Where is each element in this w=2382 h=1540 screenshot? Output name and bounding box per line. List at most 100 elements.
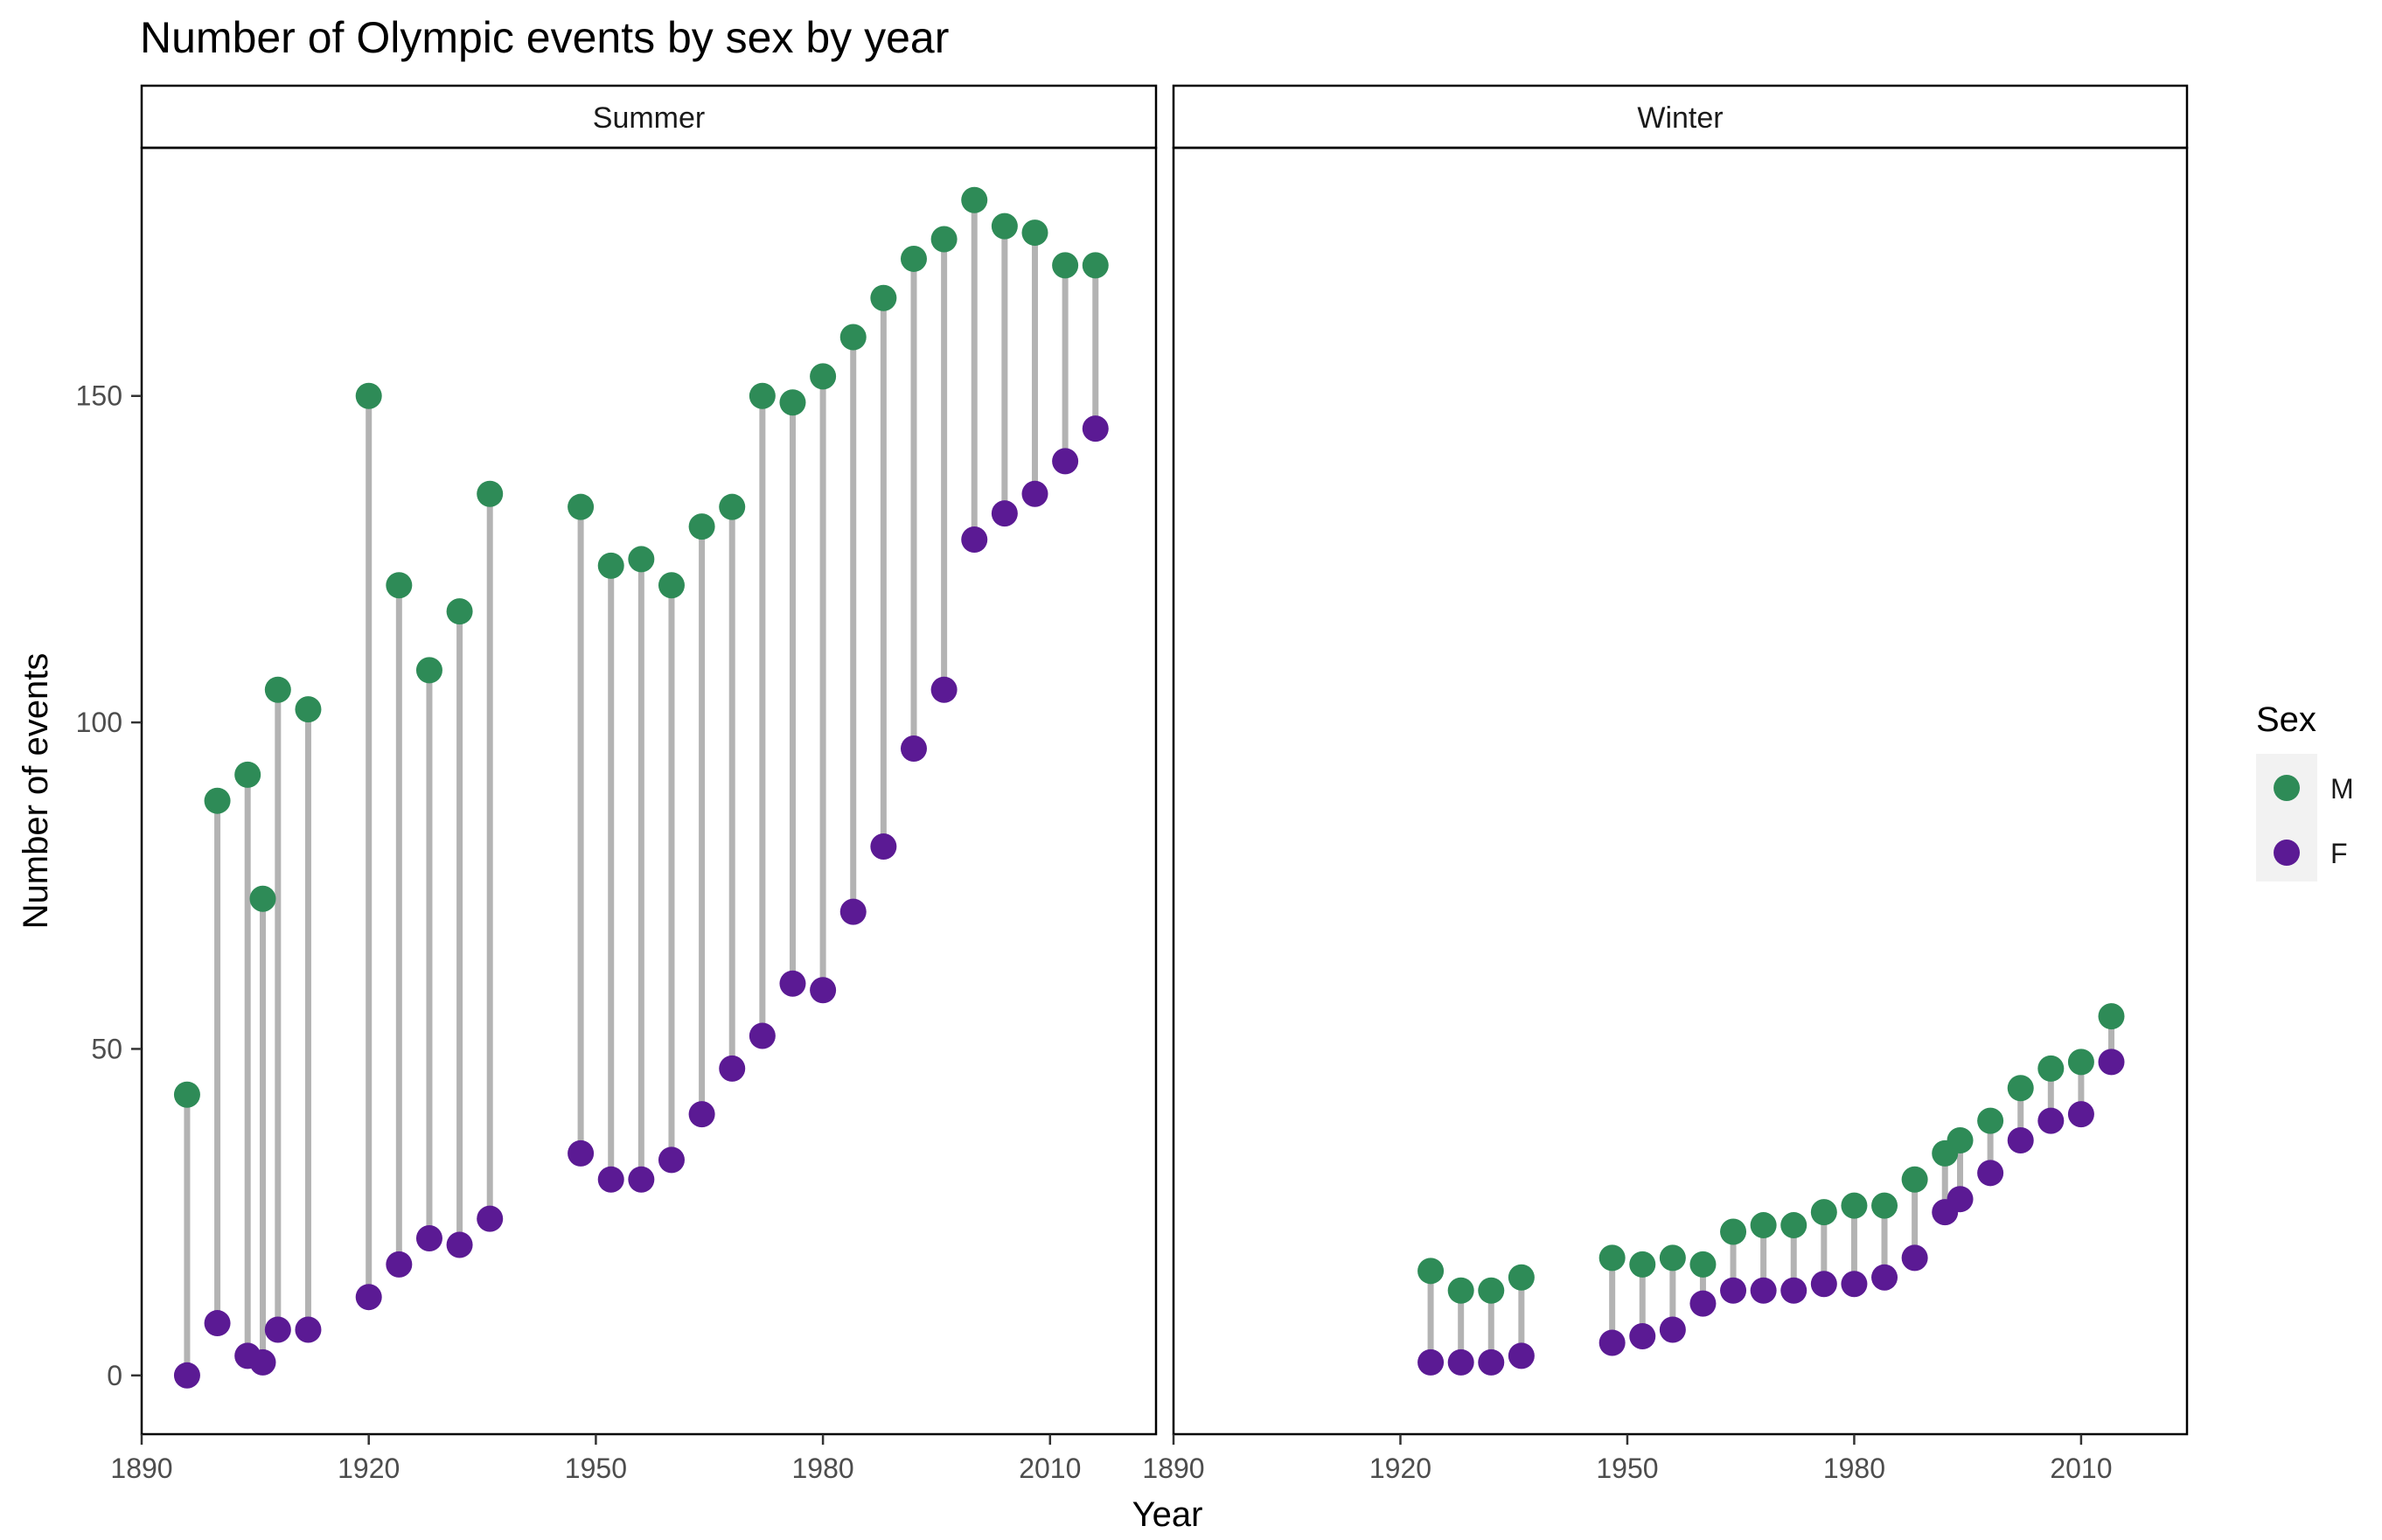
point-f-1948 — [1598, 1329, 1626, 1356]
point-f-1984 — [1871, 1264, 1898, 1291]
x-tick-label: 1980 — [1823, 1453, 1885, 1484]
point-f-1980 — [810, 977, 837, 1004]
point-f-1972 — [1780, 1277, 1807, 1304]
point-m-2002 — [2007, 1075, 2034, 1102]
point-f-1928 — [1447, 1348, 1474, 1376]
x-axis-label: Year — [1132, 1495, 1203, 1534]
point-f-2010 — [2067, 1101, 2094, 1128]
point-f-2000 — [961, 526, 988, 554]
legend-label-m: M — [2330, 773, 2354, 805]
x-tick-label: 1920 — [1369, 1453, 1431, 1484]
x-tick-label: 1890 — [1142, 1453, 1204, 1484]
point-m-1952 — [1629, 1251, 1656, 1278]
point-f-1956 — [628, 1166, 655, 1193]
point-f-1952 — [597, 1166, 624, 1193]
y-tick-label: 100 — [76, 707, 122, 738]
x-tick-label: 2010 — [2050, 1453, 2112, 1484]
panel-border — [140, 146, 1158, 1436]
point-f-2004 — [991, 500, 1018, 527]
facet-strip-label: Winter — [1637, 101, 1723, 135]
point-m-1980 — [1841, 1192, 1868, 1219]
point-m-1928 — [415, 657, 442, 684]
point-m-1896 — [173, 1081, 200, 1108]
point-m-1924 — [1417, 1258, 1445, 1285]
point-m-1932 — [1478, 1277, 1505, 1304]
point-m-1908 — [264, 676, 291, 703]
point-m-1980 — [810, 363, 837, 390]
point-m-1968 — [719, 493, 746, 520]
point-f-1900 — [204, 1310, 231, 1337]
point-m-1956 — [1659, 1244, 1686, 1272]
x-tick-label: 1980 — [792, 1453, 854, 1484]
point-m-1972 — [1780, 1212, 1807, 1239]
point-m-1984 — [1871, 1192, 1898, 1219]
point-f-1960 — [1689, 1290, 1717, 1317]
point-f-2014 — [2098, 1049, 2125, 1076]
point-f-1956 — [1659, 1316, 1686, 1343]
facet-strip — [140, 84, 1158, 150]
point-f-1924 — [386, 1251, 413, 1278]
legend-key-m — [2274, 775, 2300, 801]
point-m-1996 — [930, 226, 958, 253]
point-m-2004 — [991, 213, 1018, 240]
x-tick-label: 2010 — [1019, 1453, 1081, 1484]
point-m-1960 — [1689, 1251, 1717, 1278]
point-m-1900 — [204, 787, 231, 814]
point-m-1988 — [870, 284, 897, 311]
point-m-1936 — [1508, 1264, 1535, 1291]
y-tick-label: 50 — [91, 1033, 122, 1064]
point-m-1976 — [779, 389, 806, 416]
point-f-1936 — [477, 1205, 504, 1232]
point-m-1920 — [355, 382, 382, 409]
point-m-1960 — [658, 572, 685, 599]
point-f-2002 — [2007, 1126, 2034, 1153]
point-m-1992 — [900, 245, 927, 272]
legend-key-f — [2274, 840, 2300, 866]
point-f-1932 — [446, 1231, 473, 1258]
point-m-1964 — [688, 513, 715, 540]
facet-strip — [1172, 84, 2189, 150]
point-m-1948 — [568, 493, 595, 520]
panel-summer: Summer 1890 1920 1950 1980 2010 0 50 100 150 — [76, 84, 1158, 1484]
point-f-1980 — [1841, 1271, 1868, 1298]
point-f-1994 — [1947, 1186, 1974, 1213]
point-m-1976 — [1810, 1199, 1837, 1226]
panel-border — [1172, 146, 2189, 1436]
point-f-1998 — [1977, 1160, 2004, 1187]
point-f-2006 — [2037, 1107, 2065, 1134]
chart-title: Number of Olympic events by sex by year — [140, 13, 949, 62]
point-f-1936 — [1508, 1342, 1535, 1369]
point-f-1976 — [779, 970, 806, 997]
x-tick-label: 1890 — [110, 1453, 172, 1484]
point-f-1928 — [415, 1224, 442, 1251]
point-m-1994 — [1947, 1126, 1974, 1153]
point-f-1968 — [719, 1055, 746, 1082]
panels-layer: Summer 1890 1920 1950 1980 2010 0 50 100 150 Winte… — [76, 84, 2189, 1484]
point-m-1906 — [249, 885, 276, 912]
point-m-1998 — [1977, 1107, 2004, 1134]
point-f-1932 — [1478, 1348, 1505, 1376]
point-m-1932 — [446, 598, 473, 625]
point-f-1896 — [173, 1362, 200, 1389]
point-f-1964 — [688, 1101, 715, 1128]
point-m-1928 — [1447, 1277, 1474, 1304]
x-tick-label: 1950 — [565, 1453, 627, 1484]
point-m-1948 — [1598, 1244, 1626, 1272]
x-tick-label: 1950 — [1596, 1453, 1658, 1484]
point-f-1924 — [1417, 1348, 1445, 1376]
point-f-1988 — [1901, 1244, 1928, 1272]
legend: Sex M F — [2256, 700, 2354, 881]
point-m-1912 — [295, 696, 322, 723]
point-m-2006 — [2037, 1055, 2065, 1082]
facet-strip-label: Summer — [593, 101, 705, 135]
point-f-1992 — [900, 735, 927, 762]
legend-label-f: F — [2330, 838, 2348, 869]
point-f-2008 — [1021, 480, 1048, 507]
point-m-1904 — [234, 761, 261, 788]
point-f-1976 — [1810, 1271, 1837, 1298]
point-m-1924 — [386, 572, 413, 599]
point-f-1912 — [295, 1316, 322, 1343]
